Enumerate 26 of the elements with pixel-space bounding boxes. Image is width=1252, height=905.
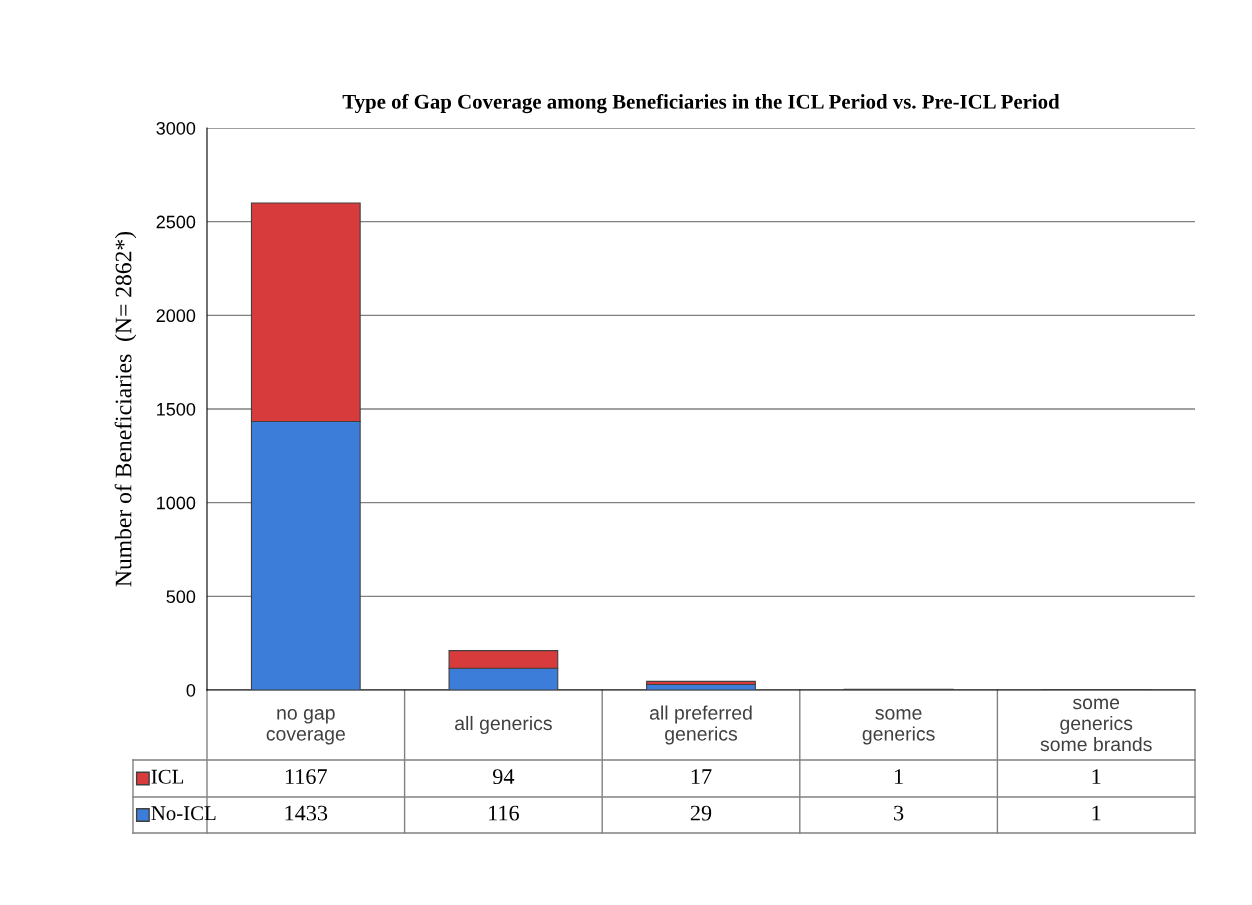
x-tick-label: all generics bbox=[455, 715, 552, 735]
legend-label: ICL bbox=[151, 769, 184, 784]
x-tick-label: some generics bbox=[862, 709, 935, 745]
x-tick-label: all preferred generics bbox=[649, 705, 752, 745]
x-tick-label: some generics some brands bbox=[1040, 698, 1152, 752]
data-label: 17 bbox=[691, 769, 712, 784]
data-label: 94 bbox=[493, 769, 515, 785]
y-axis-title: Number of Beneficiaries (N= 2862*) bbox=[114, 231, 137, 587]
data-label: 3 bbox=[894, 805, 904, 821]
y-tick-label: 1000 bbox=[157, 496, 196, 510]
y-tick-label: 2000 bbox=[156, 309, 196, 323]
y-tick-label: 0 bbox=[186, 683, 196, 697]
y-tick-label: 2500 bbox=[156, 215, 196, 229]
y-tick-label: 3000 bbox=[156, 121, 196, 135]
data-label: 116 bbox=[489, 805, 519, 821]
data-label: 1 bbox=[895, 769, 903, 784]
y-tick-label: 500 bbox=[166, 590, 196, 604]
data-label: 29 bbox=[690, 805, 712, 821]
y-tick-label: 1500 bbox=[157, 402, 196, 416]
chart-title: Type of Gap Coverage among Beneficiaries in the ICL Period vs. Pre-ICL Period bbox=[342, 93, 1060, 114]
data-label: 1 bbox=[1092, 805, 1101, 821]
legend-label: No-ICL bbox=[151, 806, 216, 821]
data-label: 1433 bbox=[285, 805, 328, 821]
data-label: 1167 bbox=[285, 769, 327, 785]
x-tick-label: no gap coverage bbox=[266, 709, 345, 745]
data-label: 1 bbox=[1092, 769, 1101, 784]
